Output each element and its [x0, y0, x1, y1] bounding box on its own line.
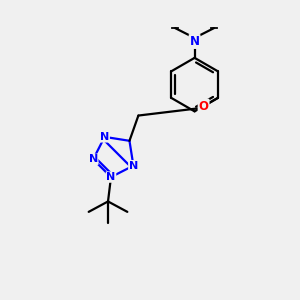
- Text: N: N: [129, 161, 138, 171]
- Text: N: N: [100, 132, 109, 142]
- Text: N: N: [190, 35, 200, 48]
- Text: N: N: [88, 154, 98, 164]
- Text: O: O: [199, 100, 208, 113]
- Text: N: N: [106, 172, 116, 182]
